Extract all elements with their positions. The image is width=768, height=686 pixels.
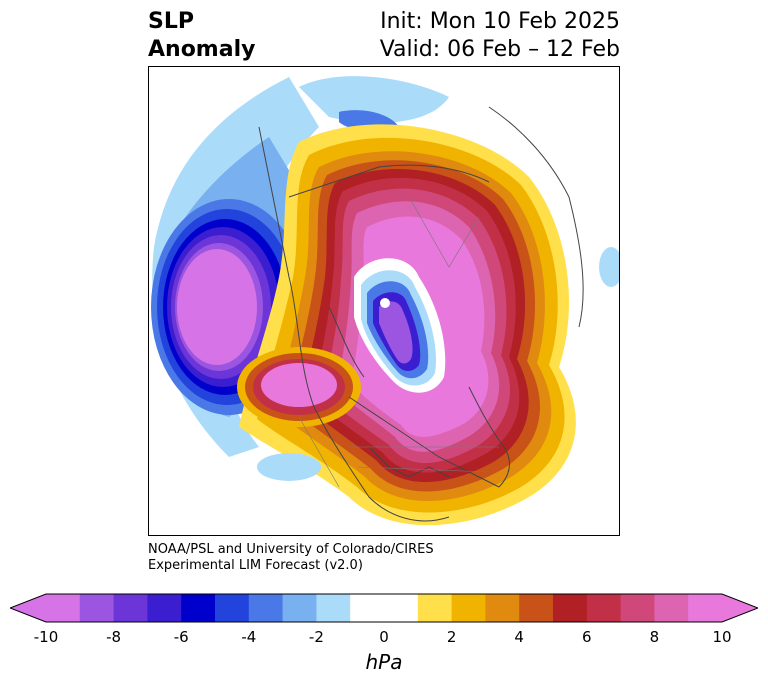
credit-line-2: Experimental LIM Forecast (v2.0) — [148, 558, 363, 573]
map-dates: Init: Mon 10 Feb 2025 Valid: 06 Feb – 12… — [380, 8, 620, 64]
credit-text: NOAA/PSL and University of Colorado/CIRE… — [148, 542, 434, 574]
colorbar-segment — [113, 594, 148, 622]
colorbar-segment — [181, 594, 216, 622]
borders — [298, 196, 499, 488]
colorbar-tick-label: 10 — [712, 628, 732, 646]
colorbar-tick-label: -10 — [33, 628, 59, 646]
colorbar-segment — [147, 594, 182, 622]
colorbar-segment — [586, 594, 622, 622]
subtropical-blue-patch — [257, 453, 321, 481]
colorbar-segment — [350, 594, 385, 622]
anomaly-map-svg — [151, 76, 619, 526]
colorbar-tick-label: -4 — [241, 628, 257, 646]
colorbar-tick-label: 8 — [649, 628, 660, 646]
colorbar-tick-label: 2 — [446, 628, 457, 646]
credit-line-1: NOAA/PSL and University of Colorado/CIRE… — [148, 542, 434, 557]
colorbar-segment — [79, 594, 115, 622]
arctic-low-anomaly — [354, 258, 446, 393]
colorbar-segment — [417, 594, 453, 622]
colorbar-outline — [10, 593, 758, 623]
valid-dates: Valid: 06 Feb – 12 Feb — [379, 37, 620, 62]
colorbar-segment — [519, 594, 554, 622]
map-title: SLP Anomaly — [148, 8, 255, 64]
polar-map — [148, 66, 620, 536]
colorbar-segment — [46, 594, 81, 622]
colorbar-segment — [654, 594, 689, 622]
pacific-low-anomaly — [151, 77, 319, 457]
colorbar-segment — [451, 594, 486, 622]
alaska-high-anomaly — [237, 347, 361, 427]
colorbar-tick-label: 0 — [379, 628, 389, 646]
colorbar-min-extend — [10, 594, 46, 622]
europe-blue-patch — [599, 247, 619, 287]
colorbar-tick-label: -6 — [173, 628, 189, 646]
colorbar-tick-label: 4 — [514, 628, 524, 646]
title-variable: SLP — [148, 9, 194, 34]
coastlines — [258, 106, 584, 522]
init-date: Init: Mon 10 Feb 2025 — [380, 9, 620, 34]
northern-blue-patch — [299, 76, 449, 123]
colorbar-tick-label: -2 — [308, 628, 324, 646]
colorbar-segment — [316, 594, 351, 622]
colorbar-max-extend — [722, 594, 758, 622]
colorbar-segment — [215, 594, 250, 622]
colorbar-segment — [688, 594, 723, 622]
colorbar-segment — [553, 594, 588, 622]
colorbar — [10, 593, 758, 623]
colorbar-segment — [485, 594, 520, 622]
colorbar-segment — [384, 594, 419, 622]
colorbar-tick-label: -8 — [106, 628, 122, 646]
colorbar-tick-labels: -10 -8 -6 -4 -2 0 2 4 6 8 10 — [0, 628, 768, 646]
colorbar-segment — [248, 594, 284, 622]
colorbar-tick-label: 6 — [582, 628, 592, 646]
colorbar-unit: hPa — [365, 650, 403, 674]
colorbar-segment — [620, 594, 655, 622]
title-quantity: Anomaly — [148, 37, 256, 62]
colorbar-segment — [282, 594, 317, 622]
